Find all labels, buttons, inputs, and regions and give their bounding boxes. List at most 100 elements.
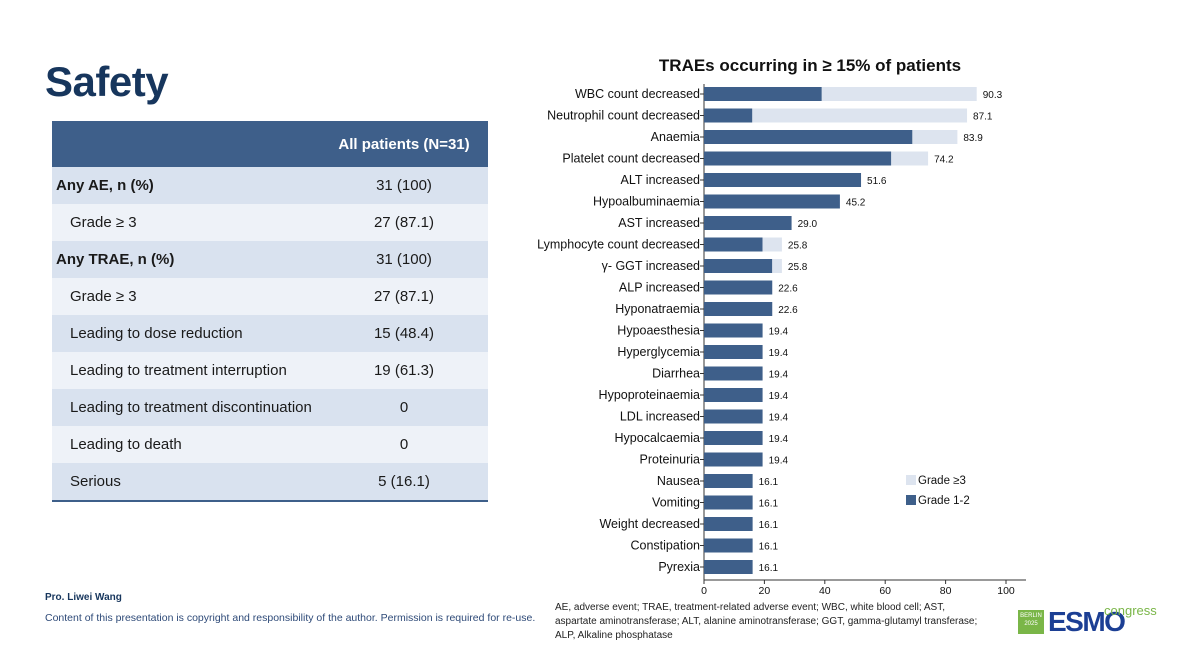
table-row: Any AE, n (%) 31 (100) xyxy=(52,167,488,204)
row-label: Grade ≥ 3 xyxy=(52,204,320,241)
bar-grade-1-2 xyxy=(704,151,892,166)
bar-value-label: 16.1 xyxy=(759,563,779,574)
copyright-notice: Content of this presentation is copyrigh… xyxy=(45,612,536,624)
bar-grade-3 xyxy=(891,151,929,166)
row-label: Leading to treatment discontinuation xyxy=(52,389,320,426)
table-row: Any TRAE, n (%) 31 (100) xyxy=(52,241,488,278)
logo-congress-text: congress xyxy=(1104,603,1157,618)
bar-grade-3 xyxy=(912,130,958,144)
table-header-corner xyxy=(52,121,320,167)
category-label: Weight decreased xyxy=(599,517,700,531)
logo-wordmark: ESMO xyxy=(1048,606,1126,637)
bar-grade-1-2 xyxy=(704,323,763,338)
bar-grade-1-2 xyxy=(704,237,763,252)
table-header-row: All patients (N=31) xyxy=(52,121,488,167)
category-label: Hypoproteinaemia xyxy=(599,388,700,402)
bar-grade-1-2 xyxy=(704,560,753,574)
table-row: Serious 5 (16.1) xyxy=(52,463,488,502)
category-label: Nausea xyxy=(657,474,700,488)
bar-value-label: 22.6 xyxy=(778,305,798,316)
bar-grade-1-2 xyxy=(704,388,763,402)
category-label: Vomiting xyxy=(652,496,700,510)
bar-grade-3 xyxy=(752,108,968,123)
x-tick-label: 60 xyxy=(879,585,891,597)
category-label: Anaemia xyxy=(651,130,700,144)
row-value: 27 (87.1) xyxy=(320,204,488,241)
category-label: ALP increased xyxy=(619,281,700,295)
bar-value-label: 16.1 xyxy=(759,477,779,488)
bar-value-label: 19.4 xyxy=(769,370,789,381)
bar-value-label: 22.6 xyxy=(778,284,798,295)
category-label: Proteinuria xyxy=(640,453,700,467)
category-label: LDL increased xyxy=(620,410,700,424)
table-row: Grade ≥ 3 27 (87.1) xyxy=(52,278,488,315)
bar-value-label: 51.6 xyxy=(867,176,887,187)
x-tick-label: 100 xyxy=(997,585,1015,597)
table-row: Leading to death 0 xyxy=(52,426,488,463)
bar-value-label: 74.2 xyxy=(934,155,954,166)
x-tick-label: 40 xyxy=(819,585,831,597)
abbreviations-footnote: AE, adverse event; TRAE, treatment-relat… xyxy=(555,602,978,641)
bar-grade-1-2 xyxy=(704,87,822,101)
bar-value-label: 16.1 xyxy=(759,542,779,553)
table-row: Leading to dose reduction 15 (48.4) xyxy=(52,315,488,352)
category-label: Diarrhea xyxy=(652,367,700,381)
safety-table: All patients (N=31) Any AE, n (%) 31 (10… xyxy=(52,121,488,502)
bar-grade-3 xyxy=(762,237,782,252)
category-label: Neutrophil count decreased xyxy=(547,109,700,123)
row-value: 31 (100) xyxy=(320,167,488,204)
legend-label: Grade 1-2 xyxy=(918,495,970,507)
category-label: γ- GGT increased xyxy=(602,259,700,273)
row-value: 31 (100) xyxy=(320,241,488,278)
category-label: ALT increased xyxy=(621,173,700,187)
bar-value-label: 90.3 xyxy=(983,90,1003,101)
bar-value-label: 87.1 xyxy=(973,112,993,123)
bar-grade-1-2 xyxy=(704,474,753,488)
trae-bar-chart: WBC count decreased 90.3 Neutrophil count … xyxy=(537,84,1026,597)
bar-value-label: 19.4 xyxy=(769,456,789,467)
slide-title: Safety xyxy=(45,58,169,105)
row-label: Leading to treatment interruption xyxy=(52,352,320,389)
category-label: Constipation xyxy=(631,539,701,553)
bar-value-label: 25.8 xyxy=(788,241,808,252)
bar-grade-1-2 xyxy=(704,302,773,316)
esmo-congress-logo: BERLIN 2025 ESMO congress xyxy=(1018,603,1168,639)
x-tick-label: 20 xyxy=(759,585,771,597)
category-label: Lymphocyte count decreased xyxy=(537,238,700,252)
category-label: WBC count decreased xyxy=(575,87,700,101)
row-label: Serious xyxy=(52,463,320,502)
row-value: 0 xyxy=(320,426,488,463)
logo-badge: BERLIN 2025 xyxy=(1018,610,1044,634)
bar-grade-3 xyxy=(772,259,782,273)
table-row: Leading to treatment interruption 19 (61… xyxy=(52,352,488,389)
bar-value-label: 19.4 xyxy=(769,391,789,402)
x-tick-label: 80 xyxy=(940,585,952,597)
legend-swatch xyxy=(906,495,916,505)
bar-grade-1-2 xyxy=(704,431,763,445)
bar-grade-1-2 xyxy=(704,280,773,295)
bar-grade-1-2 xyxy=(704,108,753,123)
bar-grade-3 xyxy=(821,87,977,101)
table-header-all-patients: All patients (N=31) xyxy=(320,121,488,167)
bar-value-label: 19.4 xyxy=(769,413,789,424)
bar-grade-1-2 xyxy=(704,130,913,144)
bar-grade-1-2 xyxy=(704,495,753,510)
chart-title: TRAEs occurring in ≥ 15% of patients xyxy=(658,56,962,75)
row-value: 15 (48.4) xyxy=(320,315,488,352)
bar-grade-1-2 xyxy=(704,409,763,424)
row-label: Leading to death xyxy=(52,426,320,463)
category-label: Hypocalcaemia xyxy=(615,431,701,445)
row-label: Leading to dose reduction xyxy=(52,315,320,352)
category-label: Pyrexia xyxy=(658,560,700,574)
category-label: Platelet count decreased xyxy=(562,152,700,166)
legend-label: Grade ≥3 xyxy=(918,475,966,487)
bar-value-label: 29.0 xyxy=(798,219,818,230)
x-tick-label: 0 xyxy=(701,585,707,597)
row-value: 0 xyxy=(320,389,488,426)
category-label: Hyponatraemia xyxy=(615,302,700,316)
bar-grade-1-2 xyxy=(704,173,862,187)
bar-grade-1-2 xyxy=(704,259,773,273)
bar-value-label: 45.2 xyxy=(846,198,866,209)
category-label: AST increased xyxy=(618,216,700,230)
row-label: Any TRAE, n (%) xyxy=(52,241,320,278)
